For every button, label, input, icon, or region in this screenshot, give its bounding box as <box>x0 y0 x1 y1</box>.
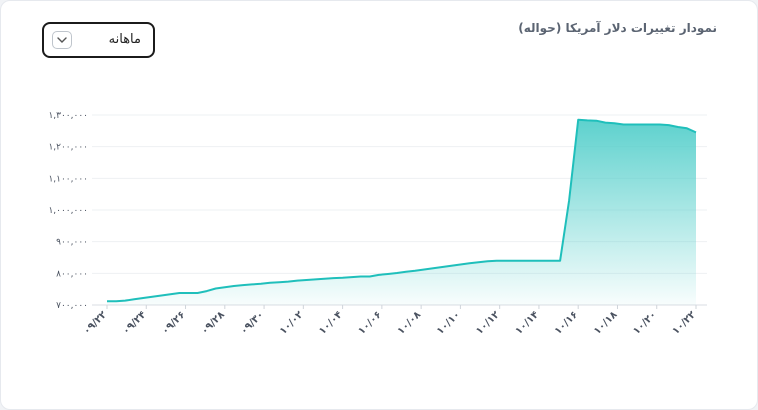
x-tick-label: ۰۹/۲۸ <box>199 309 227 337</box>
series-line <box>107 118 697 303</box>
y-tick-label: ۱,۱۰۰,۰۰۰ <box>48 174 88 184</box>
x-tick-label: ۱۰/۲۰ <box>631 309 659 337</box>
x-tick-label: ۰۹/۲۶ <box>160 309 188 337</box>
y-tick-label: ۸۰۰,۰۰۰ <box>56 269 88 279</box>
area-fill <box>107 119 696 305</box>
x-tick-label: ۱۰/۱۲ <box>474 309 502 337</box>
y-tick-label: ۱,۰۰۰,۰۰۰ <box>48 206 88 216</box>
x-tick-label: ۱۰/۱۰ <box>435 309 463 337</box>
y-tick-label: ۱,۲۰۰,۰۰۰ <box>48 143 88 153</box>
x-tick-label: ۱۰/۰۸ <box>396 309 424 337</box>
y-tick-label: ۷۰۰,۰۰۰ <box>56 301 88 311</box>
x-tick-label: ۰۹/۲۲ <box>81 309 109 337</box>
x-tick-label: ۱۰/۱۸ <box>592 309 620 337</box>
y-tick-label: ۱,۳۰۰,۰۰۰ <box>48 111 88 121</box>
x-tick-label: ۰۹/۲۴ <box>121 309 149 337</box>
x-tick-label: ۱۰/۰۲ <box>278 309 306 337</box>
x-tick-label: ۱۰/۰۴ <box>317 309 345 337</box>
x-tick-label: ۱۰/۲۲ <box>670 309 698 337</box>
chart-title: نمودار تغییرات دلار آمریکا (حواله) <box>518 21 717 35</box>
x-tick-label: ۱۰/۱۶ <box>553 309 581 337</box>
x-tick-label: ۰۹/۳۰ <box>239 309 267 337</box>
x-tick-label: ۱۰/۰۶ <box>356 309 384 337</box>
period-select-value: ماهانه <box>108 32 141 47</box>
chevron-down-icon[interactable] <box>52 31 72 49</box>
y-tick-label: ۹۰۰,۰۰۰ <box>56 238 88 248</box>
x-tick-label: ۱۰/۱۴ <box>513 309 541 337</box>
period-select[interactable]: ماهانه <box>42 22 155 58</box>
